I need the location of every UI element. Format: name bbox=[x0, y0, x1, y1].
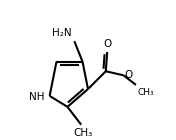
Text: O: O bbox=[124, 70, 133, 80]
Text: NH: NH bbox=[29, 92, 44, 102]
Text: H₂N: H₂N bbox=[52, 28, 72, 38]
Text: CH₃: CH₃ bbox=[73, 128, 92, 138]
Text: O: O bbox=[103, 39, 111, 49]
Text: CH₃: CH₃ bbox=[137, 88, 154, 97]
